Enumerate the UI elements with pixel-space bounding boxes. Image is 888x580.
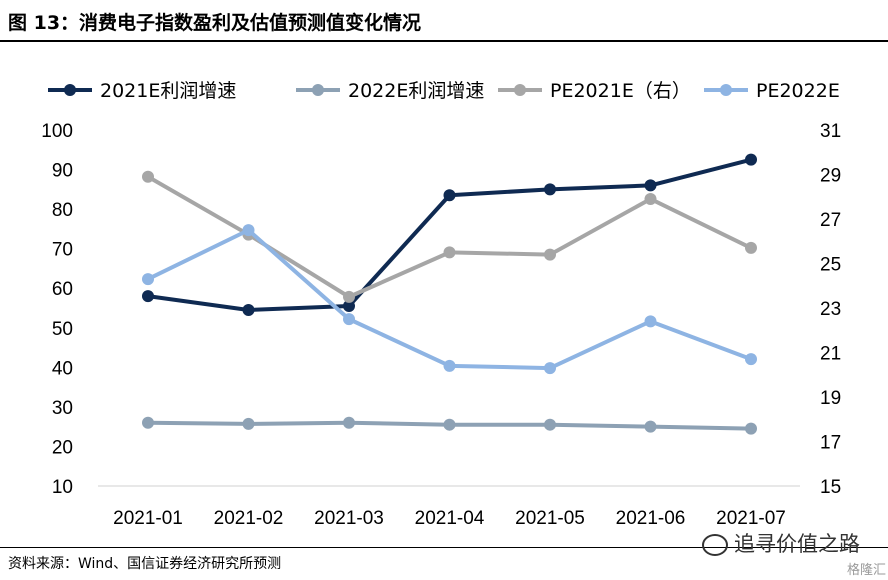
legend-swatch-marker [64, 84, 76, 96]
source-note: 资料来源：Wind、国信证券经济研究所预测 [8, 556, 282, 572]
corner-logo: 格隆汇 [846, 563, 886, 578]
series-point [142, 170, 154, 183]
x-tick-label: 2021-02 [214, 508, 284, 529]
x-tick-label: 2021-04 [415, 508, 485, 529]
legend-swatch-marker [312, 84, 324, 96]
series-point [343, 290, 355, 303]
series-point [544, 248, 556, 261]
y-right-tick-label: 23 [820, 299, 841, 320]
series-point [644, 192, 657, 205]
y-left-tick-label: 100 [41, 121, 73, 142]
series-point [544, 418, 556, 431]
legend-label: PE2022E [756, 80, 840, 102]
series-group [142, 416, 757, 435]
series-point [343, 416, 355, 429]
series-point [142, 273, 154, 286]
y-left-tick-label: 30 [52, 398, 73, 419]
y-left-tick-label: 90 [52, 161, 73, 182]
series-point [142, 416, 154, 429]
y-right-tick-label: 17 [820, 433, 841, 454]
y-right-tick-label: 19 [820, 388, 841, 409]
series-point [745, 422, 757, 435]
source-divider [0, 547, 888, 548]
legend-swatch-marker [514, 84, 526, 96]
series-point [242, 417, 255, 430]
y-right-tick-label: 25 [820, 255, 841, 276]
legend-label: 2022E利润增速 [348, 80, 484, 102]
series-point [242, 303, 255, 316]
series-point [443, 246, 456, 259]
series-point [644, 315, 657, 328]
y-left-tick-label: 20 [52, 437, 73, 458]
series-group [142, 224, 757, 375]
y-right-tick-label: 27 [820, 210, 841, 231]
y-right-tick-label: 15 [820, 477, 841, 498]
x-tick-label: 2021-03 [314, 508, 384, 529]
legend-label: PE2021E（右） [550, 80, 691, 102]
wechat-icon [702, 534, 728, 556]
series-point [343, 300, 355, 313]
title-divider [0, 40, 888, 42]
x-tick-label: 2021-05 [515, 508, 585, 529]
watermark-text: 追寻价值之路 [734, 532, 860, 556]
legend-swatch-marker [720, 84, 732, 96]
y-right-tick-label: 21 [820, 344, 841, 365]
x-tick-label: 2021-01 [113, 508, 183, 529]
legend-label: 2021E利润增速 [100, 80, 236, 102]
series-point [644, 420, 657, 433]
y-left-tick-label: 80 [52, 200, 73, 221]
series-point [745, 153, 757, 166]
y-left-tick-label: 60 [52, 279, 73, 300]
title-bar: 图 13：消费电子指数盈利及估值预测值变化情况 [0, 0, 888, 40]
y-left-tick-label: 50 [52, 319, 73, 340]
series-point [544, 362, 556, 375]
line-chart: 2021E利润增速 2022E利润增速 PE2021E（右） PE2022E 100 9… [41, 80, 841, 529]
watermark: 追寻价值之路 [702, 528, 860, 558]
series-point [745, 241, 757, 254]
series-point [745, 353, 757, 366]
chart-legend: 2021E利润增速 2022E利润增速 PE2021E（右） PE2022E [48, 80, 840, 102]
y-left-tick-label: 70 [52, 240, 73, 261]
series-point [544, 183, 556, 196]
y-left-tick-label: 40 [52, 358, 73, 379]
series-group [142, 153, 757, 316]
y-right-tick-label: 31 [820, 121, 841, 142]
y-right-tick-label: 29 [820, 166, 841, 187]
series-point [443, 418, 456, 431]
series-point [443, 189, 456, 202]
y-left-tick-label: 10 [52, 477, 73, 498]
x-tick-label: 2021-06 [616, 508, 686, 529]
series-point [242, 224, 255, 237]
series-point [443, 359, 456, 372]
series-point [142, 290, 154, 303]
chart-axes: 100 90 80 70 60 50 40 30 20 10 31 29 27 25 23 21 19 17 15 2… [41, 121, 841, 529]
figure-title: 图 13：消费电子指数盈利及估值预测值变化情况 [8, 12, 422, 34]
x-tick-label: 2021-07 [716, 508, 786, 529]
chart-series [142, 153, 757, 435]
series-point [644, 179, 657, 192]
series-point [343, 313, 355, 326]
